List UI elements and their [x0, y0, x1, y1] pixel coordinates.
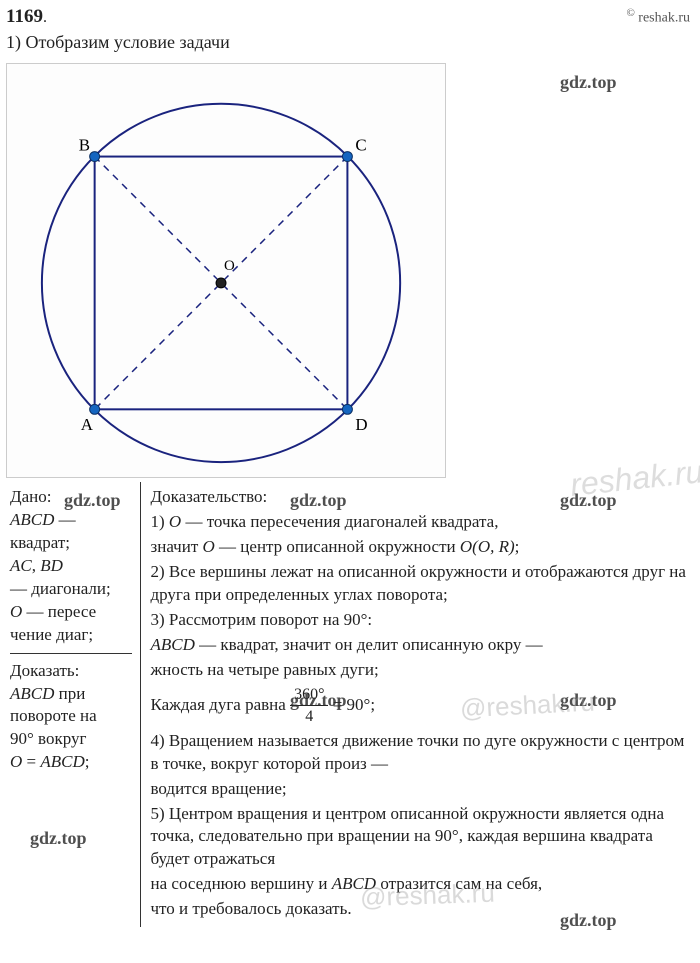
- label-c: C: [355, 136, 366, 155]
- proof-title: Доказательство:: [151, 486, 693, 509]
- geometry-figure: B C A D O: [6, 63, 446, 478]
- prove-block: Доказать: ABCD при повороте на 90° вокру…: [10, 654, 132, 775]
- given-title: Дано:: [10, 486, 132, 509]
- given-prove-column: Дано: ABCD — квадрат; AC, BD — диагонали…: [0, 482, 140, 927]
- site-ref: © reshak.ru: [626, 7, 690, 27]
- watermark-gdz: gdz.top: [560, 72, 617, 93]
- problem-number: 1169.: [6, 6, 47, 28]
- header: 1169. © reshak.ru: [0, 0, 700, 30]
- solution-table: Дано: ABCD — квадрат; AC, BD — диагонали…: [0, 482, 700, 927]
- prove-title: Доказать:: [10, 660, 132, 683]
- label-a: A: [81, 415, 94, 434]
- label-d: D: [355, 415, 367, 434]
- label-b: B: [79, 136, 90, 155]
- label-o: O: [224, 258, 235, 274]
- given-block: Дано: ABCD — квадрат; AC, BD — диагонали…: [10, 486, 132, 654]
- proof-column: Доказательство: 1) O — точка пересечения…: [140, 482, 700, 927]
- step-1: 1) Отобразим условие задачи: [0, 30, 700, 59]
- figure-svg: B C A D O: [7, 64, 445, 477]
